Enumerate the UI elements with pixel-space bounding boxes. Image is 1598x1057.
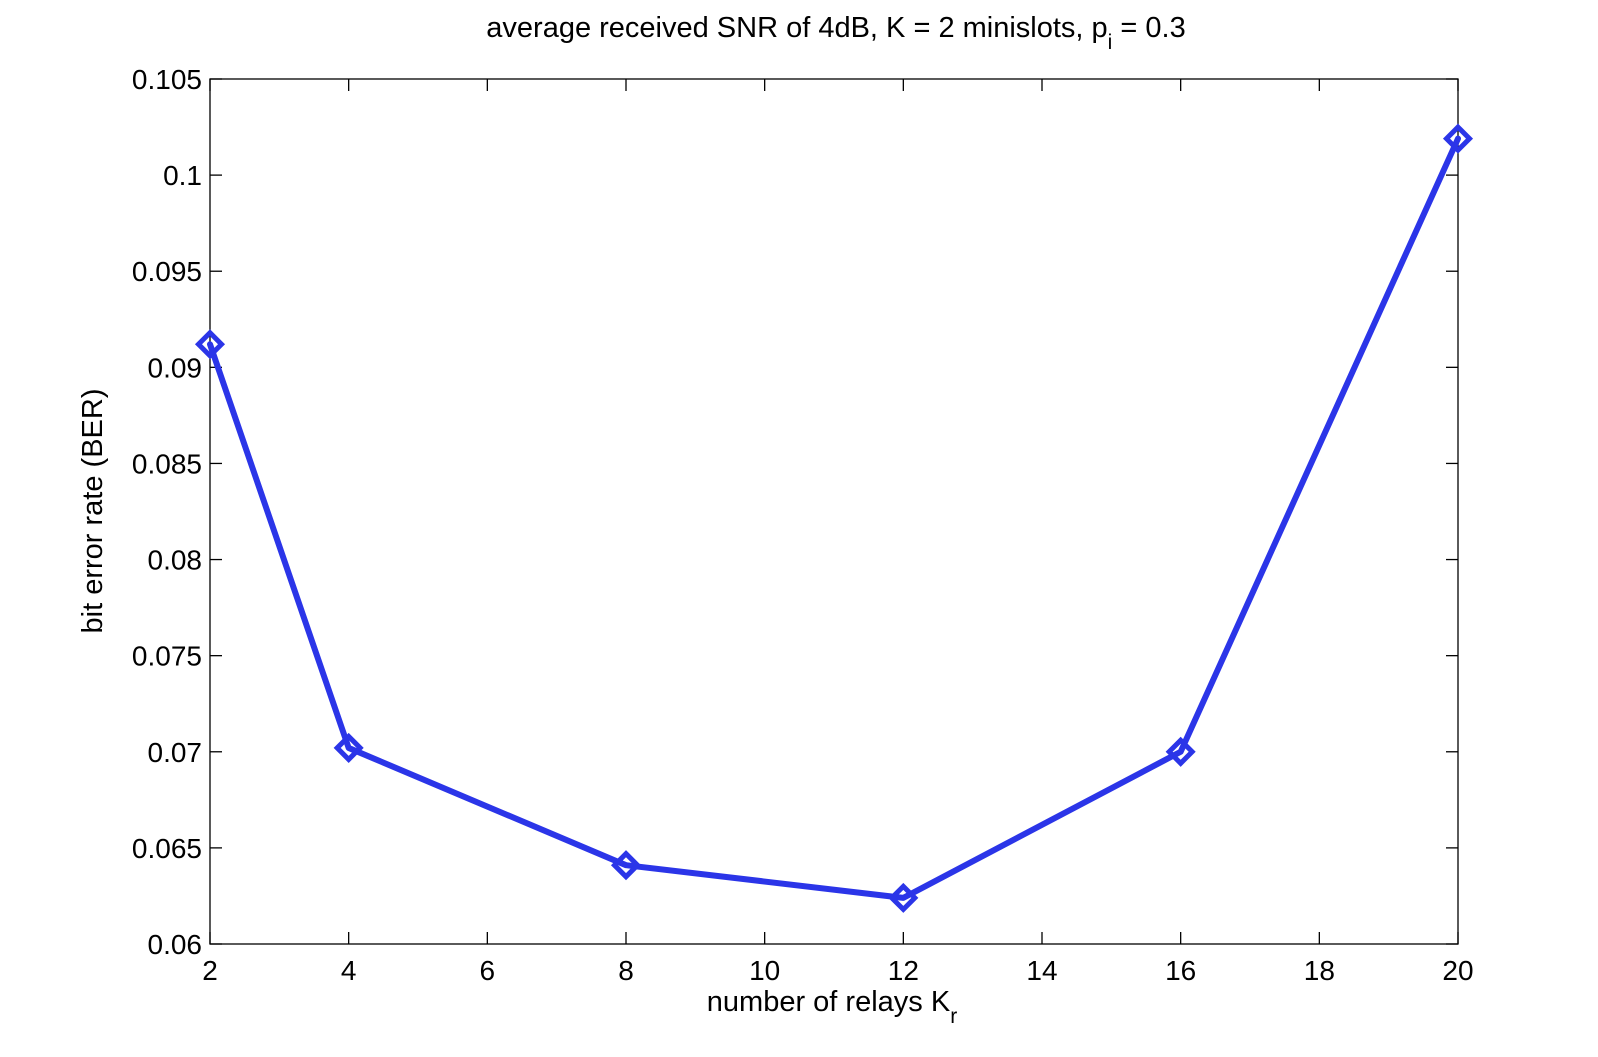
data-point-marker <box>194 329 226 360</box>
x-tick-label: 4 <box>341 955 357 986</box>
data-point-marker <box>610 850 642 881</box>
x-tick-label: 6 <box>480 955 496 986</box>
chart-title-main: average received SNR of 4dB, K = 2 minis… <box>486 12 1107 44</box>
x-tick-label: 20 <box>1442 955 1473 986</box>
x-tick-label: 16 <box>1165 955 1196 986</box>
x-tick-label: 12 <box>888 955 919 986</box>
y-tick-label: 0.065 <box>132 833 202 864</box>
x-tick-label: 14 <box>1026 955 1057 986</box>
y-tick-label: 0.075 <box>132 641 202 672</box>
y-tick-label: 0.105 <box>132 64 202 95</box>
x-tick-label: 8 <box>618 955 634 986</box>
chart-title-tail: = 0.3 <box>1112 12 1185 44</box>
data-point-marker <box>333 732 364 763</box>
x-axis-title: number of relays Kr <box>707 986 957 1028</box>
series-line <box>207 135 1461 901</box>
y-tick-label: 0.06 <box>148 929 203 960</box>
plot-area: 2 4 6 8 10 12 14 16 18 20 0.06 0.065 0.07 0.075 0.08 0.… <box>132 64 1474 986</box>
y-tick-label: 0.095 <box>132 256 202 287</box>
x-axis-title-main: number of relays K <box>707 986 951 1018</box>
chart-title: average received SNR of 4dB, K = 2 minis… <box>486 12 1185 54</box>
data-point-marker <box>888 882 919 913</box>
x-axis-title-sub: r <box>950 1005 957 1028</box>
y-tick-label: 0.085 <box>132 448 202 479</box>
data-point-marker <box>1442 123 1474 154</box>
data-point-marker <box>1165 736 1196 767</box>
y-tick-label: 0.08 <box>148 545 203 576</box>
chart-title-sub: i <box>1108 31 1113 54</box>
x-tick-label: 2 <box>202 955 218 986</box>
y-tick-label: 0.1 <box>163 160 202 191</box>
y-tick-label: 0.09 <box>148 352 203 383</box>
y-axis-title: bit error rate (BER) <box>77 389 109 634</box>
axes-frame <box>209 78 1459 945</box>
x-tick-label: 10 <box>749 955 780 986</box>
y-tick-label: 0.07 <box>148 737 203 768</box>
x-tick-label: 18 <box>1304 955 1335 986</box>
